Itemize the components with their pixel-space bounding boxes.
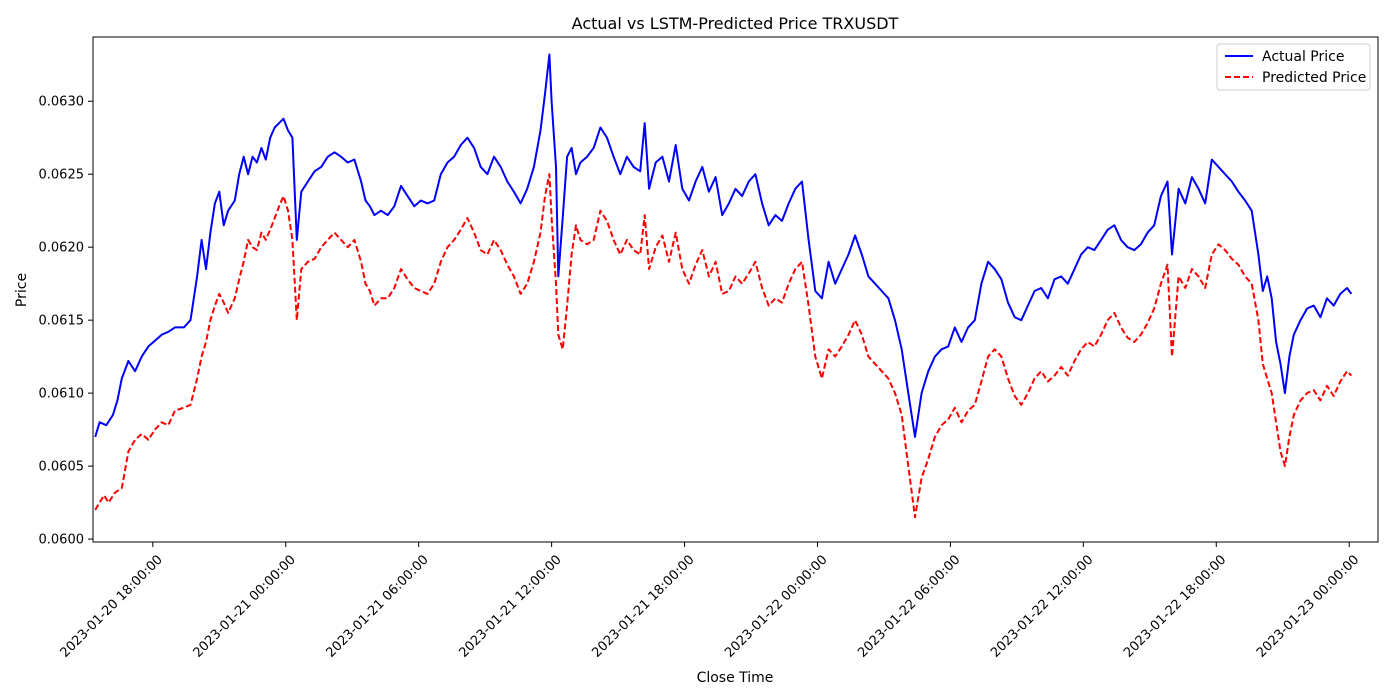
y-tick-label: 0.0615 — [39, 314, 85, 329]
series-line-actual-price — [94, 53, 1353, 438]
x-tick-label: 2023-01-22 12:00:00 — [988, 552, 1096, 660]
y-axis: 0.0600 0.0605 0.0610 0.0615 0.0620 0.0625 0.06… — [39, 95, 93, 548]
x-axis: 2023-01-20 18:00:00 2023-01-21 00:00:00 20… — [58, 542, 1362, 661]
x-tick-label: 2023-01-20 18:00:00 — [58, 552, 166, 660]
x-tick-label: 2023-01-21 06:00:00 — [323, 552, 431, 660]
x-tick-label: 2023-01-21 18:00:00 — [589, 552, 697, 660]
y-axis-title: Price — [14, 273, 30, 307]
y-tick-label: 0.0620 — [39, 241, 85, 256]
y-tick-label: 0.0600 — [39, 533, 85, 548]
legend-label: Predicted Price — [1262, 70, 1366, 86]
axes-frame — [92, 36, 1379, 543]
y-tick-label: 0.0610 — [39, 387, 85, 402]
y-tick-label: 0.0605 — [39, 460, 85, 475]
series-line-predicted-price — [94, 173, 1353, 519]
y-tick-label: 0.0625 — [39, 168, 85, 183]
x-tick-label: 2023-01-21 12:00:00 — [456, 552, 564, 660]
x-tick-label: 2023-01-22 18:00:00 — [1121, 552, 1229, 660]
y-tick-label: 0.0630 — [39, 95, 85, 110]
legend-label: Actual Price — [1262, 49, 1344, 65]
chart-title: Actual vs LSTM-Predicted Price TRXUSDT — [572, 14, 899, 33]
x-tick-label: 2023-01-22 00:00:00 — [722, 552, 830, 660]
x-tick-label: 2023-01-23 00:00:00 — [1254, 552, 1362, 660]
x-tick-label: 2023-01-22 06:00:00 — [855, 552, 963, 660]
legend-box — [1216, 43, 1371, 91]
plot-area — [92, 36, 1379, 543]
x-tick-label: 2023-01-21 00:00:00 — [191, 552, 299, 660]
legend: Actual Price Predicted Price — [1216, 43, 1371, 91]
x-axis-title: Close Time — [697, 670, 774, 686]
